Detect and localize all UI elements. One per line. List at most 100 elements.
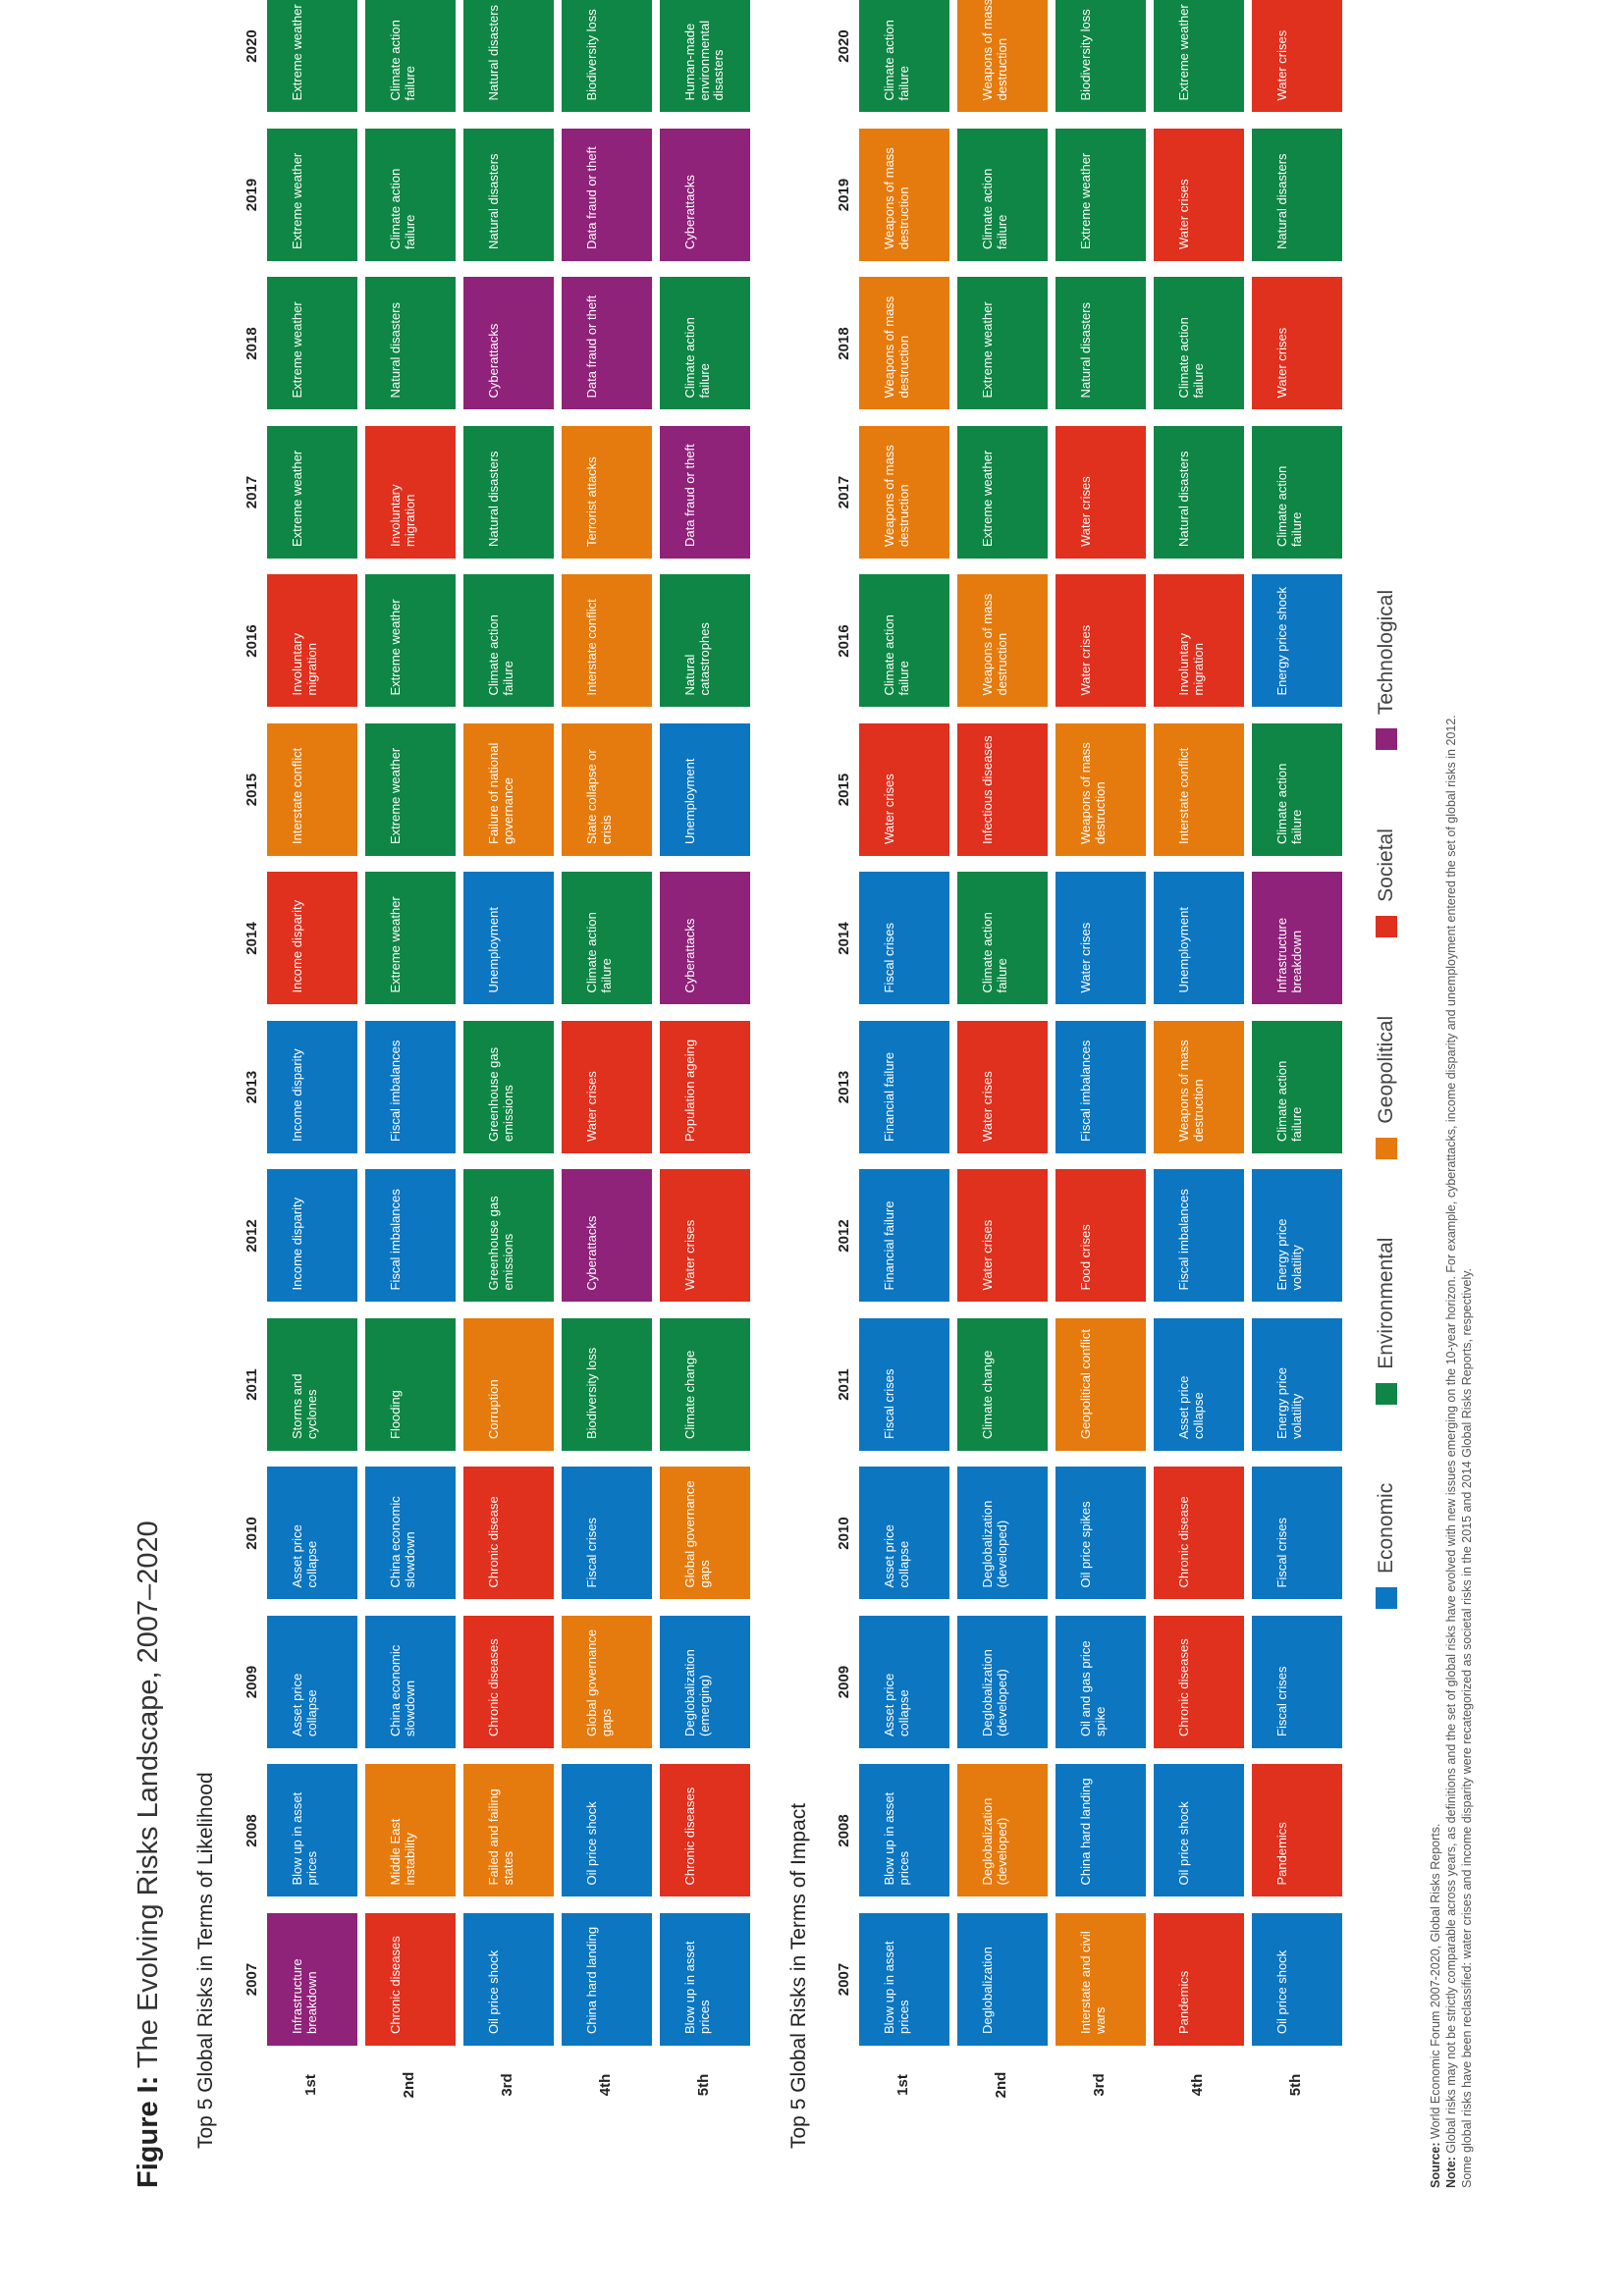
legend: Economic Environmental Geopolitical Societa… — [1375, 590, 1398, 1609]
risk-cell: Weapons of mass destruction — [859, 277, 949, 410]
year-header: 2018 — [244, 327, 260, 360]
source-text: World Economic Forum 2007-2020, Global R… — [1429, 1823, 1442, 2139]
risk-cell: Water crises — [1154, 129, 1244, 261]
risk-cell: Climate change — [957, 1318, 1048, 1451]
rank-label: 4th — [597, 2073, 614, 2097]
risk-cell: Water crises — [1252, 0, 1342, 113]
risk-cell: Climate action failure — [1252, 1021, 1342, 1153]
risk-cell: Unemployment — [660, 723, 750, 856]
risk-cell: State collapse or crisis — [562, 723, 652, 856]
risk-cell: Extreme weather — [267, 129, 357, 261]
risk-cell: Cyberattacks — [660, 129, 750, 261]
risk-cell: Food crises — [1056, 1169, 1146, 1303]
risk-cell: Terrorist attacks — [562, 426, 652, 559]
note-text: Global risks may not be strictly compara… — [1444, 715, 1458, 2154]
year-header: 2012 — [836, 1219, 852, 1253]
risk-cell: Climate action failure — [1154, 277, 1244, 410]
risk-cell: Extreme weather — [957, 426, 1048, 559]
legend-item-economic: Economic — [1375, 1483, 1398, 1609]
risk-cell: Natural disasters — [1056, 277, 1146, 410]
risk-cell: China economic slowdown — [365, 1616, 456, 1748]
risk-cell: Storms and cyclones — [267, 1318, 357, 1451]
risk-cell: Deglobalization — [957, 1913, 1048, 2046]
risk-cell: Extreme weather — [267, 277, 357, 410]
risk-cell: Infrastructure breakdown — [267, 1913, 357, 2046]
risk-cell: Oil price shock — [1252, 1913, 1342, 2046]
risk-cell: Population ageing — [660, 1021, 750, 1153]
risk-cell: Water crises — [660, 1169, 750, 1303]
risk-cell: Financial failure — [859, 1021, 949, 1153]
risk-cell: Chronic diseases — [1154, 1616, 1244, 1748]
rank-label: 5th — [1287, 2073, 1304, 2097]
risk-cell: Income disparity — [267, 872, 357, 1005]
year-header: 2019 — [836, 178, 852, 212]
risk-cell: Failure of national governance — [463, 723, 554, 856]
year-header: 2009 — [836, 1665, 852, 1699]
risk-cell: Climate action failure — [562, 872, 652, 1005]
risk-cell: Weapons of mass destruction — [1056, 723, 1146, 856]
rank-label: 5th — [695, 2073, 712, 2097]
risk-cell: Energy price volatility — [1252, 1169, 1342, 1303]
rank-label: 2nd — [993, 2071, 1009, 2099]
risk-cell: Extreme weather — [365, 723, 456, 856]
risk-cell: Flooding — [365, 1318, 456, 1451]
risk-cell: Involuntary migration — [267, 574, 357, 708]
year-header: 2007 — [836, 1962, 852, 1997]
risk-cell: Data fraud or theft — [562, 277, 652, 410]
risk-cell: Water crises — [957, 1021, 1048, 1153]
risk-cell: Data fraud or theft — [660, 426, 750, 559]
risk-cell: Asset price collapse — [859, 1616, 949, 1748]
legend-label: Environmental — [1375, 1237, 1397, 1369]
rank-label: 3rd — [499, 2073, 515, 2097]
risk-cell: Natural disasters — [1154, 426, 1244, 559]
risk-cell: Deglobalization (developed) — [957, 1467, 1048, 1600]
legend-label: Geopolitical — [1375, 1015, 1397, 1124]
risk-cell: Cyberattacks — [463, 277, 554, 410]
risk-cell: Greenhouse gas emissions — [463, 1169, 554, 1303]
risk-cell: Asset price collapse — [1154, 1318, 1244, 1451]
impact-section-title: Top 5 Global Risks in Terms of Impact — [787, 1802, 810, 2149]
risk-cell: Water crises — [957, 1169, 1048, 1303]
risk-cell: Income disparity — [267, 1021, 357, 1153]
rank-label: 1st — [302, 2074, 319, 2096]
risk-cell: Weapons of mass destruction — [859, 426, 949, 559]
risk-cell: Data fraud or theft — [562, 129, 652, 261]
note-footnote: Note: Global risks may not be strictly c… — [1444, 715, 1458, 2188]
risk-cell: Global governance gaps — [660, 1467, 750, 1600]
year-header: 2018 — [836, 327, 852, 360]
risk-cell: Income disparity — [267, 1169, 357, 1303]
risk-cell: Weapons of mass destruction — [957, 0, 1048, 113]
year-header: 2019 — [244, 178, 260, 212]
risk-cell: Fiscal crises — [859, 1318, 949, 1451]
risk-cell: Greenhouse gas emissions — [463, 1021, 554, 1153]
risk-cell: Pandemics — [1154, 1913, 1244, 2046]
source-footnote: Source: World Economic Forum 2007-2020, … — [1429, 1824, 1442, 2188]
risk-cell: Extreme weather — [1154, 0, 1244, 113]
risk-cell: China hard landing — [562, 1913, 652, 2046]
rank-label: 4th — [1189, 2073, 1206, 2097]
risk-cell: Climate action failure — [957, 872, 1048, 1005]
risk-cell: Interstate conflict — [267, 723, 357, 856]
risk-cell: Natural disasters — [463, 129, 554, 261]
year-header: 2013 — [244, 1070, 260, 1104]
risk-cell: Extreme weather — [365, 574, 456, 708]
year-header: 2014 — [836, 922, 852, 955]
risk-cell: Extreme weather — [365, 872, 456, 1005]
risk-cell: Biodiversity loss — [1056, 0, 1146, 113]
risk-cell: Extreme weather — [267, 0, 357, 113]
risk-cell: Chronic diseases — [365, 1913, 456, 2046]
risk-cell: Interstate conflict — [1154, 723, 1244, 856]
risk-cell: Weapons of mass destruction — [859, 129, 949, 261]
legend-swatch — [1376, 1382, 1397, 1405]
risk-cell: China hard landing — [1056, 1764, 1146, 1897]
risk-cell: Oil price spikes — [1056, 1467, 1146, 1600]
risk-cell: Oil and gas price spike — [1056, 1616, 1146, 1748]
risk-cell: Failed and failing states — [463, 1764, 554, 1897]
risk-cell: Unemployment — [1154, 872, 1244, 1005]
risk-cell: China economic slowdown — [365, 1467, 456, 1600]
year-header: 2014 — [244, 922, 260, 955]
risk-cell: Asset price collapse — [267, 1616, 357, 1748]
risk-cell: Water crises — [562, 1021, 652, 1153]
source-label: Source: — [1429, 2142, 1442, 2188]
